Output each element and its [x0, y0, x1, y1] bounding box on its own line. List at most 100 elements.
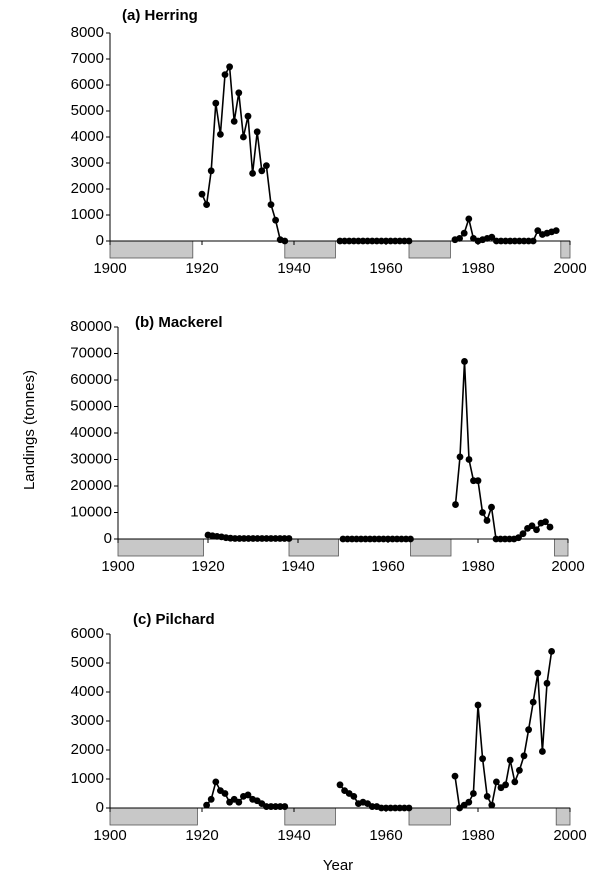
data-point [533, 526, 540, 534]
data-point [506, 756, 514, 764]
x-tick-label: 2000 [553, 827, 586, 844]
data-point [519, 530, 527, 538]
data-point [198, 190, 206, 198]
data-point [528, 522, 536, 530]
data-point [483, 517, 491, 524]
x-tick-label: 1900 [93, 260, 126, 277]
x-tick-label: 1900 [101, 558, 134, 575]
x-axis-label: Year [323, 857, 353, 874]
data-point [407, 535, 414, 543]
y-tick-label: 5000 [71, 654, 104, 671]
x-tick-label: 1940 [277, 260, 310, 277]
data-point [479, 755, 486, 763]
y-tick-label: 1000 [71, 770, 104, 787]
y-tick-label: 2000 [71, 741, 104, 758]
y-tick-label: 6000 [71, 76, 104, 93]
x-tick-label: 1980 [461, 827, 494, 844]
data-point [267, 201, 275, 209]
data-point [244, 112, 252, 120]
data-point [281, 803, 289, 810]
y-tick-label: 0 [96, 232, 104, 249]
data-point [235, 89, 243, 97]
x-tick-label: 1960 [371, 558, 404, 575]
x-tick-label: 1980 [461, 558, 494, 575]
y-tick-label: 2000 [71, 180, 104, 197]
x-tick-label: 2000 [551, 558, 584, 575]
x-tick-label: 2000 [553, 260, 586, 277]
data-point [452, 501, 459, 508]
data-point [272, 216, 279, 224]
no-data-period [408, 240, 451, 259]
data-point [465, 798, 473, 806]
y-tick-label: 3000 [71, 712, 104, 729]
x-tick-label: 1920 [185, 827, 218, 844]
y-tick-label: 40000 [70, 424, 112, 441]
series-line [207, 361, 551, 540]
y-tick-label: 80000 [70, 318, 112, 335]
y-tick-label: 60000 [70, 371, 112, 388]
data-point [207, 795, 215, 803]
y-tick-label: 3000 [71, 154, 104, 171]
data-point [465, 456, 473, 463]
no-data-period [410, 538, 452, 557]
no-data-period [288, 538, 339, 557]
y-tick-label: 7000 [71, 50, 104, 67]
data-point [479, 509, 486, 516]
data-point [258, 167, 266, 175]
data-point [534, 669, 542, 677]
data-point [451, 772, 459, 780]
data-point [516, 766, 523, 774]
data-point [465, 215, 473, 223]
data-point [474, 701, 482, 709]
data-point [281, 237, 289, 245]
data-point [249, 170, 256, 177]
x-tick-label: 1940 [281, 558, 314, 575]
data-point [552, 227, 560, 235]
data-point [212, 778, 220, 786]
data-point [515, 534, 522, 542]
data-point [221, 71, 229, 78]
data-point [483, 793, 491, 800]
data-point [543, 679, 551, 687]
data-point [405, 804, 413, 812]
data-point [493, 778, 500, 786]
x-tick-label: 1960 [369, 827, 402, 844]
x-tick-label: 1980 [461, 260, 494, 277]
data-point [285, 535, 293, 542]
y-tick-label: 1000 [71, 206, 104, 223]
data-point [456, 235, 463, 242]
y-axis-label: Landings (tonnes) [21, 370, 38, 490]
no-data-period [284, 807, 336, 826]
data-point [217, 131, 224, 138]
y-tick-label: 4000 [71, 128, 104, 145]
y-tick-label: 5000 [71, 102, 104, 119]
x-tick-label: 1940 [277, 827, 310, 844]
x-tick-label: 1960 [369, 260, 402, 277]
data-point [350, 793, 358, 800]
y-tick-label: 0 [104, 530, 112, 547]
data-point [456, 453, 464, 461]
data-point [548, 648, 555, 655]
data-point [336, 781, 344, 789]
x-tick-label: 1920 [185, 260, 218, 277]
data-point [461, 358, 468, 365]
panel-title: (b) Mackerel [135, 314, 223, 331]
y-tick-label: 0 [96, 799, 104, 816]
y-tick-label: 50000 [70, 397, 112, 414]
no-data-period [109, 807, 198, 826]
data-point [221, 790, 229, 797]
data-point [502, 781, 509, 789]
data-point [226, 63, 234, 71]
data-point [244, 791, 252, 799]
data-point [207, 167, 215, 175]
no-data-period [109, 240, 194, 259]
data-point [253, 128, 261, 136]
y-tick-label: 70000 [70, 344, 112, 361]
data-point [212, 99, 220, 107]
data-point [546, 523, 554, 531]
data-point [529, 237, 537, 245]
data-point [520, 752, 528, 760]
y-tick-label: 30000 [70, 450, 112, 467]
y-tick-label: 4000 [71, 683, 104, 700]
data-point [525, 726, 532, 734]
